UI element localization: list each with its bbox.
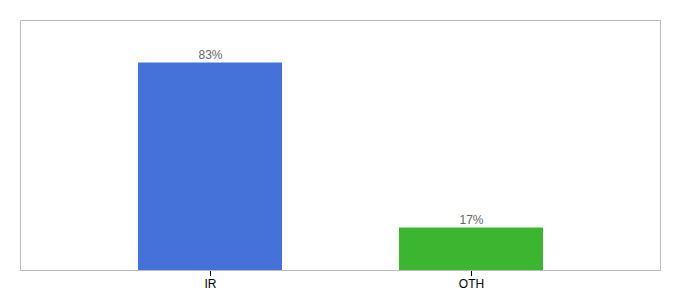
svg-text:17%: 17% <box>459 213 483 227</box>
svg-text:IR: IR <box>205 277 217 291</box>
svg-text:83%: 83% <box>198 48 222 62</box>
svg-text:OTH: OTH <box>459 277 484 291</box>
